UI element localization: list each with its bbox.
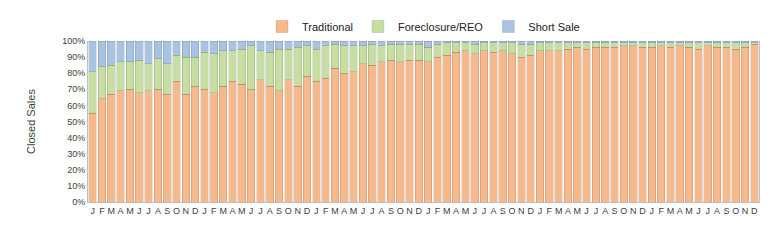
svg-text:M: M [219,206,227,216]
svg-text:O: O [509,206,516,216]
svg-text:Closed Sales: Closed Sales [25,89,37,154]
svg-text:M: M [462,206,470,216]
svg-text:F: F [435,206,441,216]
svg-text:M: M [555,206,563,216]
svg-text:O: O [732,206,739,216]
svg-text:J: J [202,206,207,216]
svg-text:A: A [565,206,571,216]
svg-text:40%: 40% [67,133,85,143]
svg-text:D: D [751,206,758,216]
svg-text:M: M [238,206,246,216]
svg-text:F: F [658,206,664,216]
svg-text:M: M [574,206,582,216]
svg-text:30%: 30% [67,149,85,159]
svg-text:70%: 70% [67,84,85,94]
svg-text:N: N [406,206,413,216]
svg-text:J: J [426,206,431,216]
svg-text:D: D [416,206,423,216]
svg-text:J: J [90,206,95,216]
svg-text:Foreclosure/REO: Foreclosure/REO [398,21,483,33]
svg-text:0%: 0% [72,197,85,207]
svg-text:A: A [714,206,720,216]
svg-text:J: J [538,206,543,216]
svg-text:O: O [173,206,180,216]
svg-text:J: J [361,206,366,216]
svg-text:A: A [229,206,235,216]
svg-text:M: M [685,206,693,216]
svg-text:A: A [155,206,161,216]
svg-text:J: J [137,206,142,216]
svg-text:D: D [192,206,199,216]
svg-text:S: S [723,206,729,216]
svg-text:Traditional: Traditional [302,21,353,33]
svg-text:F: F [547,206,553,216]
svg-text:M: M [667,206,675,216]
svg-text:M: M [126,206,134,216]
svg-text:F: F [211,206,217,216]
svg-text:J: J [650,206,655,216]
svg-text:M: M [443,206,451,216]
svg-text:S: S [612,206,618,216]
svg-text:J: J [482,206,487,216]
svg-text:S: S [164,206,170,216]
svg-text:J: J [314,206,319,216]
svg-text:90%: 90% [67,52,85,62]
svg-text:A: A [677,206,683,216]
svg-text:J: J [594,206,599,216]
svg-text:N: N [294,206,301,216]
svg-text:D: D [639,206,646,216]
svg-text:O: O [620,206,627,216]
svg-text:100%: 100% [62,36,85,46]
svg-text:O: O [397,206,404,216]
svg-text:D: D [304,206,311,216]
svg-text:N: N [183,206,190,216]
svg-text:F: F [323,206,329,216]
svg-text:J: J [370,206,375,216]
svg-text:M: M [108,206,116,216]
svg-text:N: N [742,206,749,216]
svg-text:S: S [388,206,394,216]
svg-text:N: N [630,206,637,216]
svg-text:A: A [118,206,124,216]
svg-text:M: M [331,206,339,216]
svg-text:J: J [584,206,589,216]
svg-text:M: M [350,206,358,216]
svg-text:A: A [379,206,385,216]
svg-text:J: J [473,206,478,216]
svg-text:D: D [527,206,534,216]
svg-text:A: A [602,206,608,216]
svg-text:10%: 10% [67,181,85,191]
svg-text:J: J [146,206,151,216]
svg-text:A: A [341,206,347,216]
svg-text:J: J [705,206,710,216]
svg-text:N: N [518,206,525,216]
svg-text:S: S [500,206,506,216]
svg-text:A: A [267,206,273,216]
svg-text:F: F [99,206,105,216]
svg-text:O: O [285,206,292,216]
svg-text:A: A [490,206,496,216]
svg-text:A: A [453,206,459,216]
svg-text:Short Sale: Short Sale [528,21,579,33]
svg-text:J: J [696,206,701,216]
svg-text:20%: 20% [67,165,85,175]
svg-text:S: S [276,206,282,216]
svg-text:80%: 80% [67,68,85,78]
svg-text:60%: 60% [67,101,85,111]
svg-text:J: J [258,206,263,216]
svg-text:J: J [249,206,254,216]
svg-text:50%: 50% [67,117,85,127]
